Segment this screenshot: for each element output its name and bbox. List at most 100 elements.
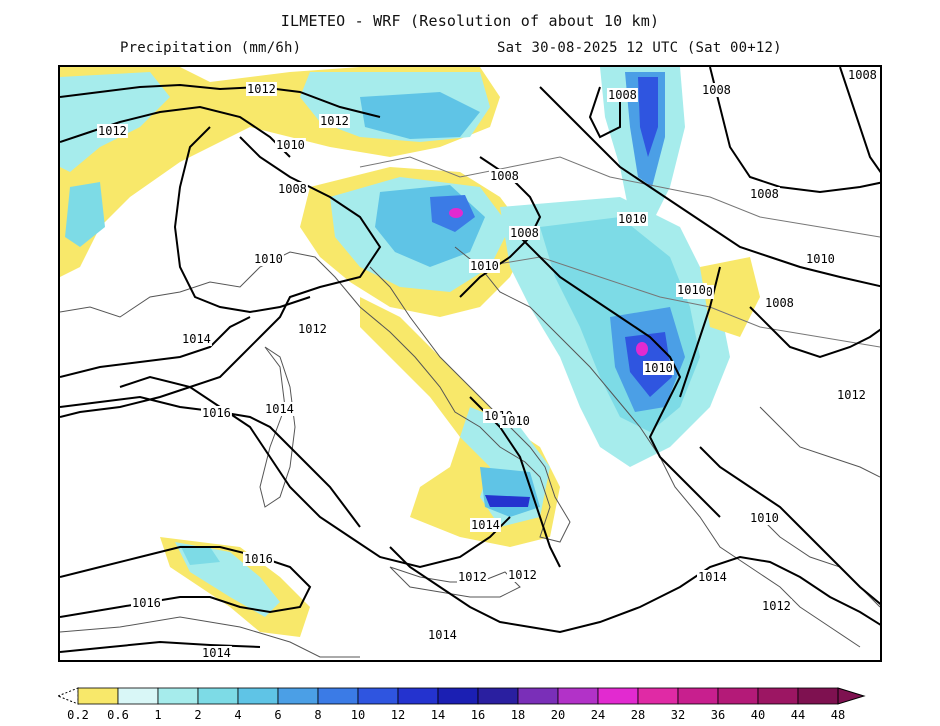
isobar-line (119, 375, 511, 569)
coastline (759, 406, 880, 478)
map-title: ILMETEO - WRF (Resolution of about 10 km… (280, 12, 660, 30)
isobar-label: 1012 (247, 82, 276, 96)
isobar-label: 1012 (98, 124, 127, 138)
coastline (389, 566, 521, 598)
isobar-label-bg (297, 322, 328, 336)
legend-label: 18 (511, 708, 525, 722)
precip-area (360, 92, 480, 139)
legend-swatch (277, 687, 319, 705)
isobar-line (839, 67, 880, 174)
isobar-label: 1010 (276, 138, 305, 152)
legend-label: 8 (314, 708, 321, 722)
isobar-label-bg (201, 646, 232, 660)
isobar-label: 1010 (806, 252, 835, 266)
isobar-label-bg (275, 138, 306, 152)
isobar-label-bg (319, 114, 350, 128)
legend-swatch (757, 687, 799, 705)
coastline (259, 346, 296, 508)
isobar-label: 1012 (837, 388, 866, 402)
isobar-label: 1010 (254, 252, 283, 266)
isobar-line (588, 86, 621, 139)
isobar-label-bg (264, 402, 295, 416)
isobar-line (60, 316, 251, 378)
isobar-label-bg (277, 182, 308, 196)
isobar-label-bg (246, 82, 277, 96)
isobar-label-bg (764, 296, 795, 310)
isobar-label-bg (509, 226, 540, 240)
legend-swatch (397, 687, 439, 705)
isobar-label: 1014 (471, 518, 500, 532)
isobar-line (60, 136, 382, 418)
isobar-label: 1010 (501, 414, 530, 428)
isobar-line (389, 546, 880, 634)
isobar-label: 1008 (750, 187, 779, 201)
precip-peak (449, 208, 463, 218)
isobar-label-bg (253, 252, 284, 266)
isobar-line (60, 640, 261, 653)
isobar-label: 1008 (490, 169, 519, 183)
map-panel: 1012 1012 1012 1010 1008 1010 1014 1012 … (58, 65, 882, 662)
legend-label: 14 (431, 708, 445, 722)
isobar-label-bg (676, 283, 707, 297)
isobar-line (519, 236, 721, 518)
legend-swatches (58, 687, 866, 705)
isobar-label-bg (697, 570, 728, 584)
precip-area (65, 182, 105, 247)
legend-swatch (797, 687, 839, 705)
legend-swatch (557, 687, 599, 705)
isobar-label-bg (97, 124, 128, 138)
isobar-label-bg (607, 88, 638, 102)
legend-swatch (637, 687, 679, 705)
legend-swatch (317, 687, 359, 705)
border (479, 256, 880, 348)
precip-area (60, 72, 170, 172)
legend-swatch (477, 687, 519, 705)
isobar-label-bg (507, 568, 538, 582)
legend-label: 20 (551, 708, 565, 722)
precip-area (638, 77, 658, 157)
isobar-label-bg (457, 570, 488, 584)
isobar-label-bg (701, 83, 732, 97)
variable-label: Precipitation (mm/6h) (120, 40, 302, 56)
isobar-label: 1016 (132, 596, 161, 610)
isobar-line (173, 126, 311, 314)
legend-label: 36 (711, 708, 725, 722)
weather-map: 1012 1012 1012 1010 1008 1010 1014 1012 … (60, 67, 880, 660)
isobar-line (60, 395, 361, 528)
isobar-label: 1008 (702, 83, 731, 97)
legend-swatch (197, 687, 239, 705)
isobar-label: 1014 (428, 628, 457, 642)
legend-arrow-high (837, 687, 866, 705)
legend-swatch (357, 687, 399, 705)
legend-label: 10 (351, 708, 365, 722)
isobar-label: 1010 (470, 259, 499, 273)
isobar-label: 1012 (458, 570, 487, 584)
legend-label: 0.2 (67, 708, 89, 722)
legend-swatch (77, 687, 119, 705)
legend-labels: 0.2 0.6 1 2 4 6 8 10 12 14 16 18 20 24 28 32 36 40 44 48 (67, 708, 845, 722)
isobar-label-bg (749, 511, 780, 525)
isobar-label-bg (243, 552, 274, 566)
legend-swatch (677, 687, 719, 705)
legend-swatch (237, 687, 279, 705)
isobar-label: 1008 (765, 296, 794, 310)
isobar-label-bg (427, 628, 458, 642)
legend-swatch (117, 687, 159, 705)
isobar-label-bg (500, 414, 531, 428)
isobar-label-bg (749, 187, 780, 201)
isobar-labels: 1012 1012 1012 1010 1008 1010 1014 1012 … (97, 68, 878, 660)
legend-label: 12 (391, 708, 405, 722)
isobar-line (60, 83, 381, 118)
color-legend: 0.2 0.6 1 2 4 6 8 10 12 14 16 18 20 24 28 32 36 40 44 48 (58, 687, 866, 722)
valid-time-label: Sat 30-08-2025 12 UTC (Sat 00+12) (497, 40, 782, 56)
isobar-label-bg (805, 252, 836, 266)
legend-label: 0.6 (107, 708, 129, 722)
legend-label: 16 (471, 708, 485, 722)
isobar-label-bg (181, 332, 212, 346)
legend-swatch (717, 687, 759, 705)
legend-label: 28 (631, 708, 645, 722)
legend-label: 48 (831, 708, 845, 722)
legend-label: 1 (154, 708, 161, 722)
legend-label: 24 (591, 708, 605, 722)
precip-peak (636, 342, 648, 356)
